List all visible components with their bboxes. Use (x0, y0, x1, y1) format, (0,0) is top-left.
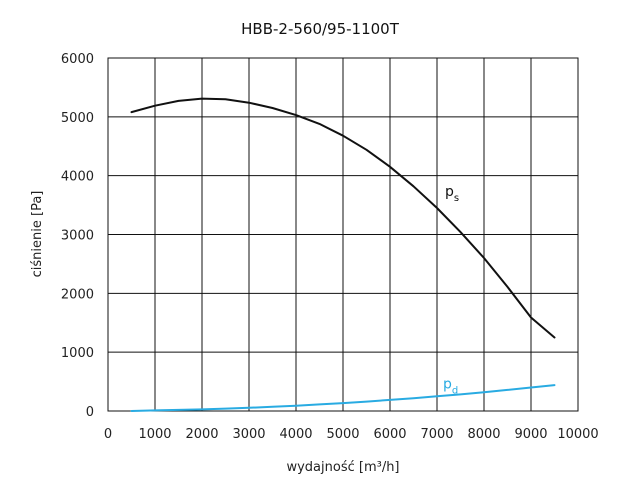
y-tick-label: 1000 (61, 346, 94, 361)
plot-frame (107, 57, 579, 412)
x-tick-label: 7000 (420, 427, 453, 442)
x-tick-label: 1000 (138, 427, 171, 442)
series-line-ps (130, 97, 556, 339)
x-tick-label: 6000 (373, 427, 406, 442)
x-axis-label: wydajność [m³/h] (286, 460, 399, 475)
y-axis-label: ciśnienie [Pa] (30, 191, 45, 278)
series-label-pd: pd (443, 376, 458, 396)
x-tick-label: 5000 (326, 427, 359, 442)
x-tick-label: 8000 (467, 427, 500, 442)
y-tick-label: 4000 (61, 170, 94, 185)
x-tick-label: 0 (104, 427, 112, 442)
y-tick-label: 3000 (61, 229, 94, 244)
series-group (130, 97, 556, 412)
x-tick-label: 2000 (185, 427, 218, 442)
x-tick-label: 3000 (232, 427, 265, 442)
y-tick-label: 6000 (61, 52, 94, 67)
y-axis-ticks: 0 1000 2000 3000 4000 5000 6000 (61, 52, 94, 420)
x-axis-ticks: 0 1000 2000 3000 4000 5000 6000 7000 8000 9000 100… (104, 427, 599, 442)
x-tick-label: 4000 (279, 427, 312, 442)
x-tick-label: 9000 (514, 427, 547, 442)
series-line-pd (130, 384, 556, 412)
series-label-ps: ps (445, 184, 459, 204)
y-tick-label: 2000 (61, 287, 94, 302)
grid (107, 57, 579, 412)
y-tick-label: 0 (86, 405, 94, 420)
x-tick-label: 10000 (557, 427, 598, 442)
chart-title: HBB-2-560/95-1100T (241, 20, 400, 38)
y-tick-label: 5000 (61, 111, 94, 126)
